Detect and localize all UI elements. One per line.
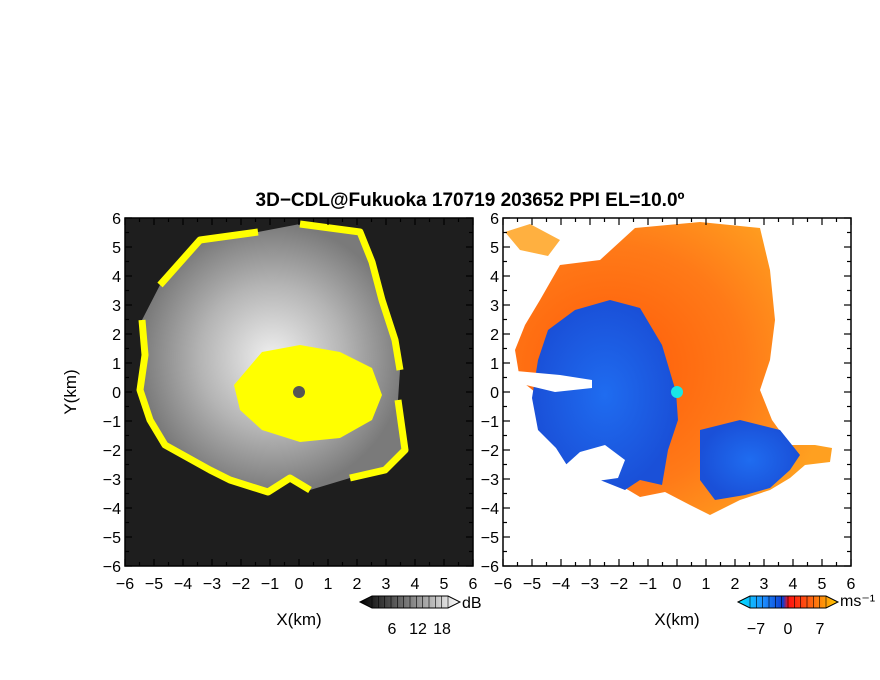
x-tick-label: −6: [116, 576, 134, 593]
y-tick-label: 4: [112, 269, 121, 286]
reflectivity-panel: −6 −5 −4 −3 −2 −1 0 1 2 3 4 5 6 6543210−1−2−3−4−5−6 …: [61, 211, 478, 629]
velocity-x-axis-label: X(km): [654, 610, 699, 629]
reflectivity-core: [234, 345, 382, 442]
colorbar-tick-label: 18: [433, 621, 451, 638]
x-tick-label: 4: [411, 576, 420, 593]
y-tick-label: 3: [490, 298, 499, 315]
x-tick-label: −4: [552, 576, 570, 593]
velocity-colorbar-unit: ms⁻¹: [840, 593, 875, 610]
velocity-x-tick-labels: −6 −5 −4 −3 −2 −1 0 1 2 3 4 5 6: [494, 576, 856, 593]
x-tick-label: −3: [581, 576, 599, 593]
y-tick-label: −6: [481, 559, 499, 576]
x-tick-label: −6: [494, 576, 512, 593]
reflectivity-y-tick-labels: 6 5 4 3 2 1 0 −1 −2 −3 −4 −5 −6: [103, 211, 121, 576]
y-tick-label: 1: [490, 356, 499, 373]
x-tick-label: 6: [847, 576, 856, 593]
y-tick-label: 0: [112, 385, 121, 402]
velocity-panel: −6 −5 −4 −3 −2 −1 0 1 2 3 4 5 6 6543210−1−2−3−4−5−6 …: [481, 211, 856, 629]
y-tick-label: −4: [103, 501, 121, 518]
velocity-ticks: [502, 217, 852, 567]
reflectivity-radar-center: [293, 386, 305, 398]
velocity-gap-south: [560, 445, 625, 482]
reflectivity-colorbar-labels: 6 12 18: [388, 621, 451, 638]
x-tick-label: −5: [523, 576, 541, 593]
y-tick-label: 2: [112, 327, 121, 344]
y-tick-label: −2: [481, 443, 499, 460]
velocity-positive-fragment: [505, 224, 560, 256]
colorbar-tick-label: 0: [784, 621, 793, 638]
colorbar-tick-label: 12: [409, 621, 427, 638]
y-tick-label: −3: [481, 472, 499, 489]
velocity-y-tick-labels: 6 5 4 3 2 1 0 −1 −2 −3 −4 −5 −6: [481, 211, 499, 576]
y-tick-label: 0: [490, 385, 499, 402]
y-tick-label: 6: [490, 211, 499, 228]
y-tick-label: 5: [490, 240, 499, 257]
reflectivity-y-axis-label: Y(km): [61, 369, 80, 414]
y-tick-label: −4: [481, 501, 499, 518]
velocity-radar-center: [671, 386, 683, 398]
x-tick-label: −1: [639, 576, 657, 593]
reflectivity-colorbar-unit: dB: [462, 595, 482, 612]
reflectivity-x-axis-label: X(km): [276, 610, 321, 629]
x-tick-label: −1: [261, 576, 279, 593]
velocity-colorbar-labels: −7 0 7: [747, 621, 825, 638]
x-tick-label: 2: [731, 576, 740, 593]
y-tick-label: −1: [481, 414, 499, 431]
x-tick-label: 5: [818, 576, 827, 593]
x-tick-label: 0: [295, 576, 304, 593]
colorbar-tick-label: 6: [388, 621, 397, 638]
x-tick-label: 3: [382, 576, 391, 593]
y-tick-label: −2: [103, 443, 121, 460]
x-tick-label: 6: [469, 576, 478, 593]
y-tick-label: −3: [103, 472, 121, 489]
y-tick-label: −5: [481, 530, 499, 547]
x-tick-label: 0: [673, 576, 682, 593]
x-tick-label: 5: [440, 576, 449, 593]
velocity-gap-wedge: [505, 370, 592, 392]
y-tick-label: 2: [490, 327, 499, 344]
reflectivity-outer-rim: [136, 220, 409, 496]
x-tick-label: −2: [610, 576, 628, 593]
x-tick-label: −2: [232, 576, 250, 593]
x-tick-label: −5: [145, 576, 163, 593]
y-tick-label: 6: [112, 211, 121, 228]
reflectivity-x-tick-labels: −6 −5 −4 −3 −2 −1 0 1 2 3 4 5 6: [116, 576, 478, 593]
y-tick-label: 5: [112, 240, 121, 257]
velocity-field: [505, 222, 832, 515]
x-tick-label: 1: [702, 576, 711, 593]
x-tick-label: 1: [324, 576, 333, 593]
x-tick-label: 2: [353, 576, 362, 593]
y-tick-label: −6: [103, 559, 121, 576]
reflectivity-ticks: [124, 217, 474, 567]
x-tick-label: −3: [203, 576, 221, 593]
reflectivity-field: [136, 220, 409, 496]
colorbar-tick-label: 7: [816, 621, 825, 638]
reflectivity-colorbar-ticks: [371, 596, 449, 608]
velocity-colorbar: ms⁻¹ −7 0 7: [736, 593, 875, 638]
y-tick-label: −1: [103, 414, 121, 431]
reflectivity-colorbar: dB 6 12 18: [358, 595, 482, 638]
x-tick-label: 4: [789, 576, 798, 593]
velocity-colorbar-ticks: [749, 596, 827, 608]
y-tick-label: 3: [112, 298, 121, 315]
chart-title: 3D−CDL@Fukuoka 170719 203652 PPI EL=10.0…: [256, 190, 685, 211]
x-tick-label: 3: [760, 576, 769, 593]
y-tick-label: −5: [103, 530, 121, 547]
velocity-negative-region: [532, 300, 678, 490]
y-tick-label: 4: [490, 269, 499, 286]
colorbar-tick-label: −7: [747, 621, 765, 638]
y-tick-label: 1: [112, 356, 121, 373]
velocity-negative-tail: [700, 420, 800, 500]
x-tick-label: −4: [174, 576, 192, 593]
